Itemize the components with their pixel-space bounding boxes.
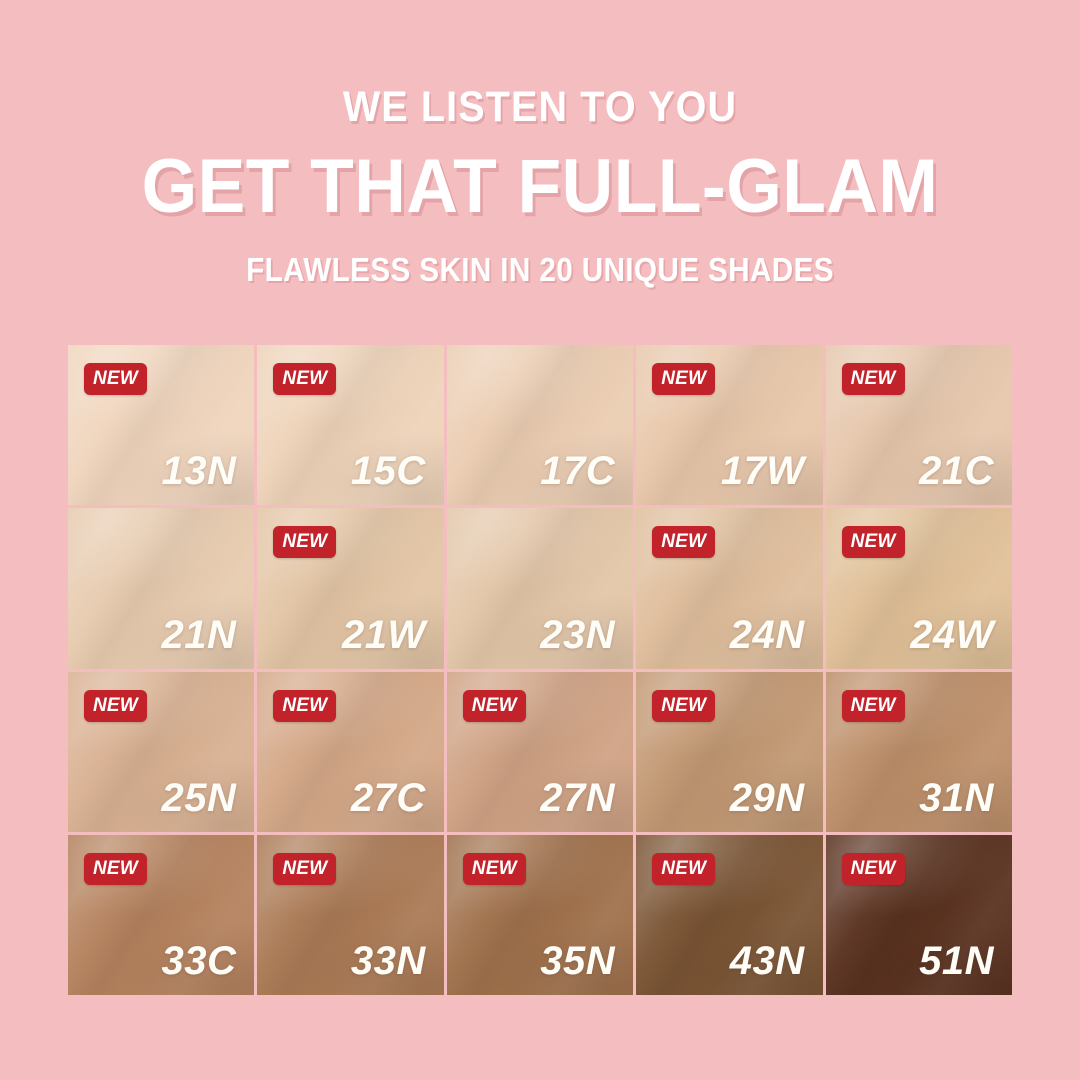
new-badge: NEW bbox=[273, 689, 337, 722]
shade-swatch-29n[interactable]: NEW 29N bbox=[636, 671, 823, 832]
new-badge: NEW bbox=[652, 689, 716, 722]
shade-swatch-31n[interactable]: NEW 31N bbox=[825, 671, 1012, 832]
shade-code-label: 33N bbox=[350, 939, 426, 983]
new-badge: NEW bbox=[84, 852, 147, 885]
shade-swatch-24w[interactable]: NEW 24W bbox=[825, 508, 1012, 669]
subtitle-text: FLAWLESS SKIN IN 20 UNIQUE SHADES bbox=[246, 250, 834, 288]
shade-code-label: 17W bbox=[720, 449, 805, 494]
shade-swatch-43n[interactable]: NEW 43N bbox=[636, 834, 823, 995]
shade-code-label: 27C bbox=[350, 775, 426, 820]
shade-swatch-35n[interactable]: NEW 35N bbox=[446, 834, 634, 995]
shade-swatch-21w[interactable]: NEW 21W bbox=[257, 508, 444, 669]
shade-code-label: 23N bbox=[540, 612, 616, 657]
new-badge: NEW bbox=[84, 689, 147, 722]
new-badge: NEW bbox=[652, 363, 716, 395]
shade-code-label: 15C bbox=[350, 449, 426, 494]
new-badge: NEW bbox=[462, 689, 526, 722]
shade-code-label: 21W bbox=[342, 612, 426, 657]
shade-swatch-33c[interactable]: NEW 33C bbox=[68, 834, 255, 995]
new-badge: NEW bbox=[841, 689, 905, 722]
shade-swatch-21c[interactable]: NEW 21C bbox=[825, 345, 1012, 506]
shade-code-label: 35N bbox=[540, 939, 616, 983]
new-badge: NEW bbox=[84, 363, 147, 395]
new-badge: NEW bbox=[652, 526, 716, 559]
shade-grid-container: NEW 13N NEW 15C 17C NEW 17W NEW 21C 21N NEW 21W 23N N… bbox=[68, 345, 1012, 995]
new-badge: NEW bbox=[273, 852, 337, 885]
shade-code-label: 21C bbox=[919, 449, 994, 494]
promo-header: WE LISTEN TO YOU GET THAT FULL-GLAM FLAW… bbox=[0, 0, 1080, 286]
new-badge: NEW bbox=[841, 526, 905, 559]
shade-swatch-23n[interactable]: 23N bbox=[446, 508, 634, 669]
new-badge: NEW bbox=[841, 363, 905, 395]
new-badge: NEW bbox=[273, 526, 337, 559]
shade-code-label: 29N bbox=[729, 775, 805, 820]
shade-swatch-17c[interactable]: 17C bbox=[446, 345, 634, 506]
shade-swatch-51n[interactable]: NEW 51N bbox=[825, 834, 1012, 995]
new-badge: NEW bbox=[273, 363, 337, 395]
shade-swatch-24n[interactable]: NEW 24N bbox=[636, 508, 823, 669]
shade-grid: NEW 13N NEW 15C 17C NEW 17W NEW 21C 21N NEW 21W 23N N… bbox=[68, 345, 1012, 995]
new-badge: NEW bbox=[841, 852, 905, 885]
shade-code-label: 24W bbox=[910, 612, 994, 657]
shade-swatch-21n[interactable]: 21N bbox=[68, 508, 255, 669]
shade-code-label: 51N bbox=[919, 939, 994, 983]
shade-swatch-25n[interactable]: NEW 25N bbox=[68, 671, 255, 832]
shade-code-label: 27N bbox=[540, 775, 616, 820]
new-badge: NEW bbox=[652, 852, 716, 885]
shade-code-label: 17C bbox=[540, 449, 616, 494]
shade-code-label: 31N bbox=[919, 775, 994, 820]
shade-code-label: 43N bbox=[729, 939, 805, 983]
shade-swatch-27c[interactable]: NEW 27C bbox=[257, 671, 444, 832]
shade-code-label: 13N bbox=[161, 449, 237, 494]
page-title: GET THAT FULL-GLAM bbox=[141, 144, 939, 229]
new-badge: NEW bbox=[462, 852, 526, 885]
shade-code-label: 21N bbox=[161, 612, 237, 657]
eyebrow-text: WE LISTEN TO YOU bbox=[342, 83, 738, 131]
shade-swatch-17w[interactable]: NEW 17W bbox=[636, 345, 823, 506]
shade-swatch-33n[interactable]: NEW 33N bbox=[257, 834, 444, 995]
shade-swatch-15c[interactable]: NEW 15C bbox=[257, 345, 444, 506]
shade-swatch-13n[interactable]: NEW 13N bbox=[68, 345, 255, 506]
shade-code-label: 24N bbox=[729, 612, 805, 657]
shade-code-label: 33C bbox=[161, 939, 237, 983]
shade-code-label: 25N bbox=[161, 775, 237, 820]
shade-swatch-27n[interactable]: NEW 27N bbox=[446, 671, 634, 832]
